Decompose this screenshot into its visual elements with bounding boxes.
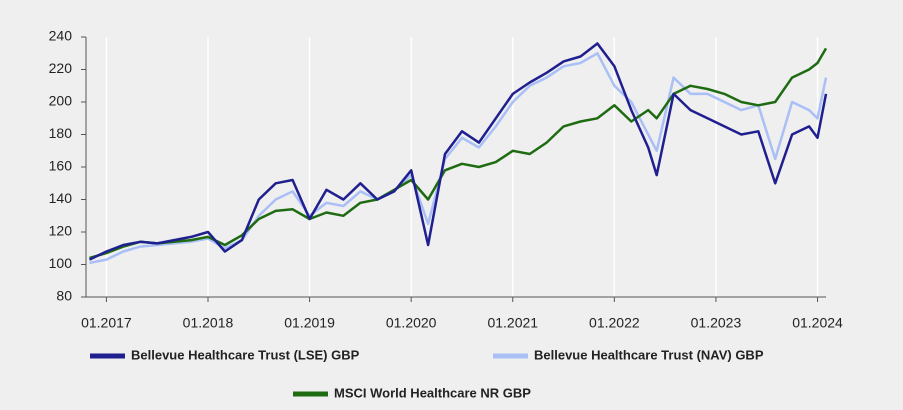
legend-label: Bellevue Healthcare Trust (LSE) GBP	[131, 347, 360, 362]
y-tick-label: 80	[56, 288, 72, 304]
y-tick-label: 220	[49, 60, 73, 76]
legend-label: MSCI World Healthcare NR GBP	[334, 385, 531, 400]
y-tick-label: 120	[49, 223, 73, 239]
x-tick-label: 01.2022	[589, 315, 640, 331]
series-line	[88, 42, 828, 261]
x-tick-label: 01.2020	[386, 315, 437, 331]
y-tick-label: 180	[49, 125, 73, 141]
y-tick-label: 100	[49, 255, 73, 271]
x-tick-label: 01.2023	[691, 315, 742, 331]
x-tick-label: 01.2024	[792, 315, 843, 331]
x-tick-label: 01.2018	[183, 315, 234, 331]
y-tick-label: 200	[49, 93, 73, 109]
x-tick-label: 01.2021	[487, 315, 538, 331]
y-tick-label: 160	[49, 158, 73, 174]
y-tick-label: 240	[49, 28, 73, 44]
y-tick-label: 140	[49, 190, 73, 206]
x-tick-label: 01.2017	[81, 315, 132, 331]
x-tick-label: 01.2019	[284, 315, 335, 331]
legend-label: Bellevue Healthcare Trust (NAV) GBP	[534, 347, 764, 362]
